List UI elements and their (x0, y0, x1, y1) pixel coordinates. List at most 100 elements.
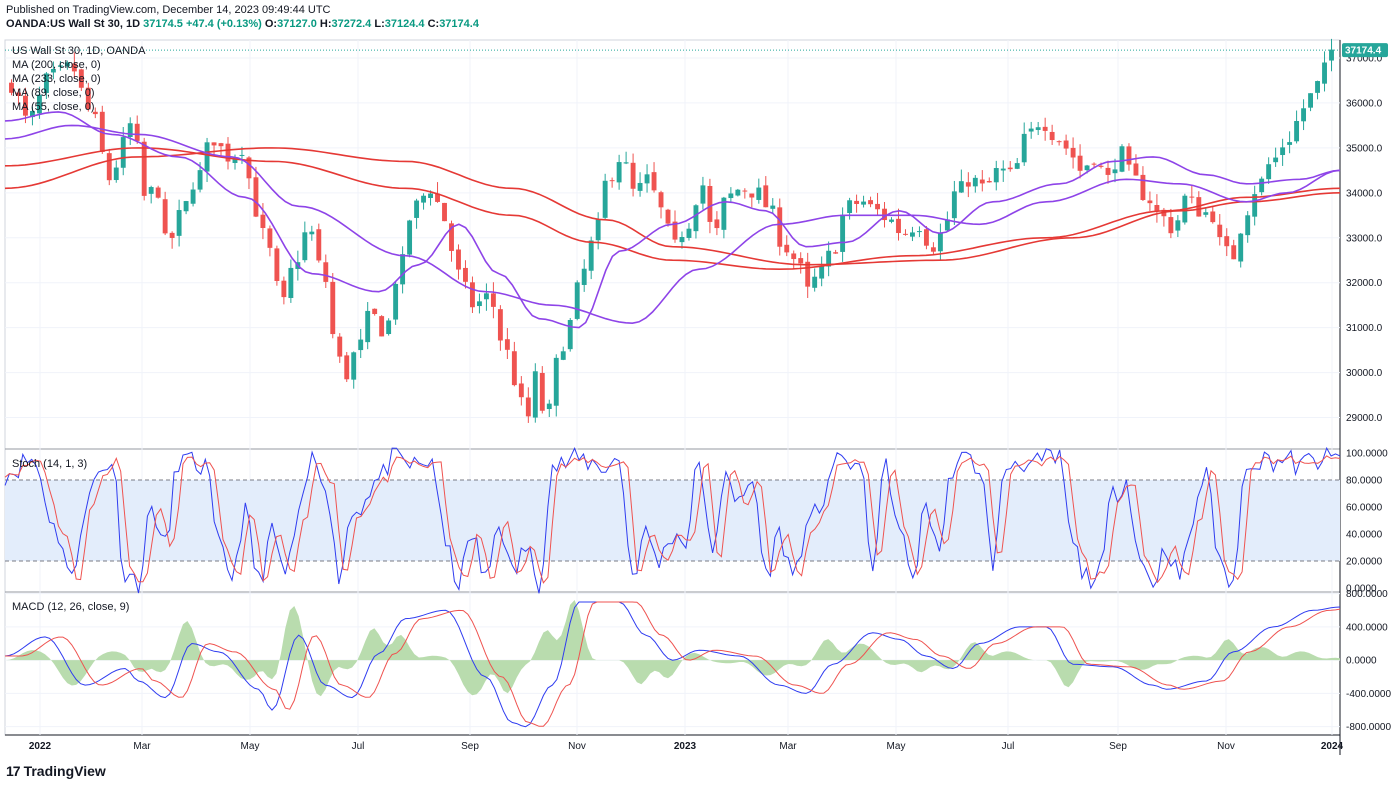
candle-down (281, 280, 287, 298)
stoch-tick-label: 40.0000 (1346, 529, 1383, 540)
legend-title: US Wall St 30, 1D, OANDA (12, 45, 146, 57)
candle-down (1098, 165, 1104, 167)
close-label: C: (427, 18, 440, 30)
legend-ma233: MA (233, close, 0) (12, 73, 101, 85)
symbol-name: OANDA:US Wall St 30, 1D (6, 18, 141, 30)
candle-down (155, 187, 161, 198)
candle-up (588, 240, 594, 271)
candle-down (267, 228, 273, 248)
candle-down (784, 244, 790, 253)
candle-up (889, 219, 894, 222)
candle-down (742, 190, 748, 192)
candle-down (854, 200, 860, 204)
candle-up (1035, 127, 1041, 130)
candle-up (1112, 169, 1118, 174)
candle-down (316, 229, 322, 261)
candle-down (923, 229, 929, 246)
low-value: 37124.4 (384, 18, 425, 30)
price-tick-label: 35000.0 (1346, 143, 1383, 154)
close-value: 37174.4 (439, 18, 479, 30)
price-tick-label: 30000.0 (1346, 368, 1383, 379)
candle-down (134, 123, 140, 141)
legend-stoch: Stoch (14, 1, 3) (12, 458, 88, 470)
candle-down (372, 308, 378, 315)
ma-line-233 (4, 147, 1341, 266)
candle-down (211, 142, 217, 146)
price-tick-label: 29000.0 (1346, 413, 1383, 424)
candle-down (16, 92, 21, 96)
candle-down (246, 157, 252, 179)
candle-down (798, 258, 804, 264)
candle-down (1070, 147, 1076, 158)
high-value: 37272.4 (331, 18, 372, 30)
last-price-badge (1342, 43, 1388, 58)
candle-up (1084, 165, 1090, 171)
x-tick-label: 2024 (1321, 741, 1344, 752)
candle-up (113, 167, 119, 181)
candle-up (176, 210, 182, 236)
candle-up (309, 231, 315, 235)
candle-down (463, 267, 468, 282)
candle-down (833, 252, 839, 254)
candle-up (602, 180, 608, 218)
candle-down (497, 309, 503, 341)
candle-down (714, 219, 720, 229)
candle-up (581, 268, 587, 285)
candle-up (993, 168, 999, 183)
last-price-value: 37174.5 (143, 18, 183, 30)
legend-macd: MACD (12, 26, close, 9) (12, 601, 130, 613)
candle-down (1126, 146, 1132, 165)
candle-up (127, 123, 133, 137)
candle-down (337, 336, 343, 357)
candle-down (707, 186, 713, 222)
published-line: Published on TradingView.com, December 1… (6, 4, 331, 16)
x-tick-label: May (887, 741, 906, 752)
open-label: O: (264, 18, 278, 30)
candle-down (379, 316, 385, 337)
candle-down (9, 82, 14, 93)
x-tick-label: Mar (779, 741, 797, 752)
candle-up (288, 267, 294, 298)
candle-down (1105, 167, 1111, 175)
candle-down (777, 207, 783, 247)
candle-up (686, 228, 692, 238)
candle-up (183, 201, 189, 212)
candle-down (490, 293, 496, 307)
candle-down (1077, 155, 1083, 171)
price-tick-label: 32000.0 (1346, 278, 1383, 289)
candle-down (71, 63, 77, 72)
candle-down (665, 209, 671, 224)
candle-up (644, 174, 650, 184)
candle-down (141, 141, 147, 196)
candle-down (218, 143, 224, 147)
macd-tick-label: 400.0000 (1346, 622, 1388, 633)
candle-up (239, 154, 245, 156)
candle-up (728, 193, 734, 199)
candle-down (930, 247, 936, 252)
x-tick-label: Jul (352, 741, 365, 752)
macd-tick-label: -400.0000 (1346, 689, 1391, 700)
candle-up (1266, 164, 1272, 180)
candle-down (442, 202, 447, 222)
x-tick-label: 2023 (674, 741, 697, 752)
open-value: 37127.0 (277, 18, 317, 30)
candle-up (637, 182, 643, 191)
candle-down (1056, 141, 1062, 143)
macd-tick-label: 0.0000 (1346, 656, 1377, 667)
candle-down (344, 355, 350, 380)
candle-up (57, 65, 63, 67)
candle-up (616, 162, 622, 183)
x-tick-label: Sep (461, 741, 479, 752)
candle-up (861, 201, 867, 205)
candle-down (875, 203, 880, 210)
candle-up (826, 250, 832, 267)
candle-down (1154, 205, 1160, 212)
candle-up (43, 73, 49, 94)
candle-up (944, 219, 950, 231)
candle-down (449, 223, 454, 251)
candle-down (805, 261, 811, 287)
candle-down (1140, 174, 1146, 200)
tradingview-brand[interactable]: 17 TradingView (6, 763, 106, 779)
candle-down (965, 182, 971, 187)
